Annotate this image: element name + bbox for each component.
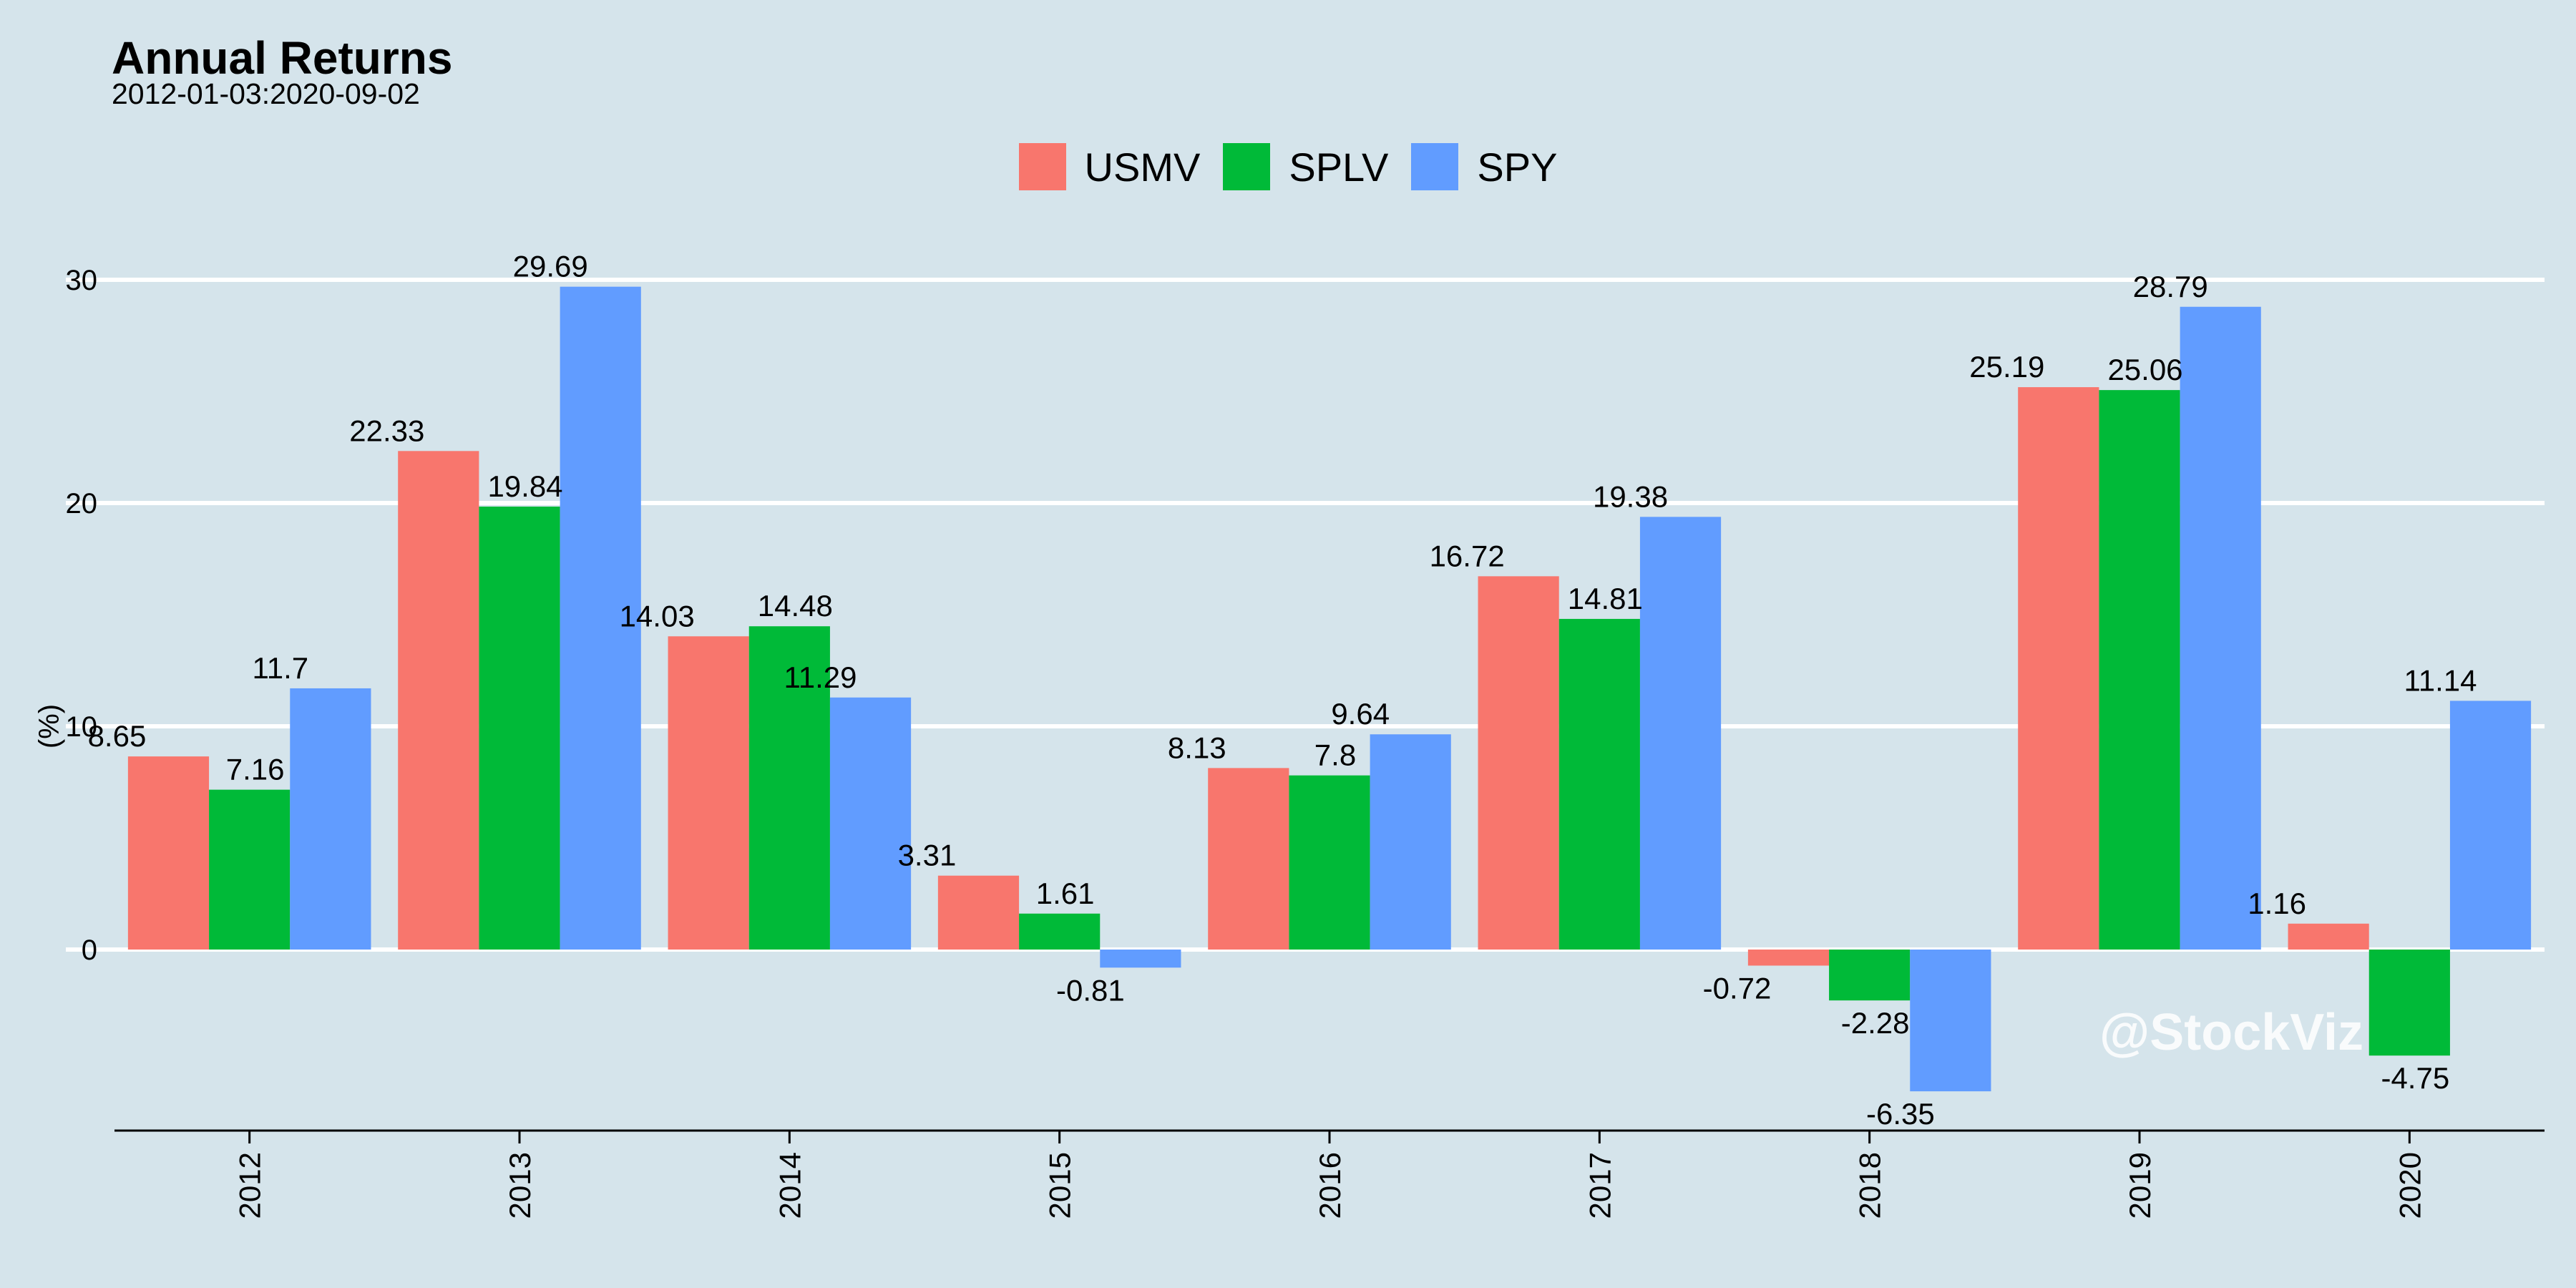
chart-title: Annual Returns <box>112 32 453 84</box>
x-tick-label-2013: 2013 <box>503 1152 537 1219</box>
bar-usmv-2016 <box>1208 768 1289 950</box>
data-label-spy-2016: 9.64 <box>1331 697 1390 731</box>
data-label-usmv-2015: 3.31 <box>898 839 957 872</box>
bar-spy-2017 <box>1639 517 1722 950</box>
data-label-usmv-2017: 16.72 <box>1430 539 1505 572</box>
data-label-spy-2018: -6.35 <box>1866 1097 1935 1131</box>
legend-swatch-spy <box>1411 143 1459 190</box>
data-label-spy-2013: 29.69 <box>513 250 588 283</box>
legend-item-spy: SPY <box>1411 143 1557 190</box>
bar-spy-2015 <box>1100 950 1181 968</box>
bar-spy-2019 <box>2180 306 2261 950</box>
x-tick-label-2015: 2015 <box>1043 1152 1077 1219</box>
data-label-usmv-2016: 8.13 <box>1168 731 1226 764</box>
bar-usmv-2015 <box>937 875 1020 950</box>
bar-spy-2013 <box>560 286 641 950</box>
data-label-splv-2015: 1.61 <box>1036 877 1095 910</box>
bar-usmv-2018 <box>1747 950 1830 966</box>
bar-spy-2018 <box>1910 950 1991 1092</box>
bar-splv-2016 <box>1289 775 1370 950</box>
bar-splv-2012 <box>209 789 291 950</box>
bar-spy-2012 <box>290 688 371 950</box>
bar-usmv-2014 <box>668 636 749 950</box>
data-label-splv-2014: 14.48 <box>758 589 833 623</box>
chart-subtitle: 2012-01-03:2020-09-02 <box>112 77 420 110</box>
bar-splv-2015 <box>1019 913 1101 950</box>
legend: USMV SPLV SPY <box>0 143 2576 190</box>
bar-splv-2018 <box>1829 950 1911 1001</box>
bar-splv-2019 <box>2099 390 2180 950</box>
bar-usmv-2012 <box>127 756 210 950</box>
bar-spy-2020 <box>2449 701 2532 950</box>
data-label-spy-2020: 11.14 <box>2404 663 2477 697</box>
x-tick-label-2017: 2017 <box>1583 1152 1616 1219</box>
data-label-spy-2014: 11.29 <box>784 660 857 694</box>
y-tick-label-0: 0 <box>82 935 97 966</box>
bar-usmv-2020 <box>2288 923 2369 950</box>
data-label-spy-2015: -0.81 <box>1056 973 1125 1007</box>
data-label-splv-2013: 19.84 <box>487 469 562 503</box>
y-tick-label-10: 10 <box>66 711 98 743</box>
data-label-splv-2019: 25.06 <box>2107 353 2182 386</box>
bar-splv-2013 <box>479 506 560 950</box>
data-label-usmv-2020: 1.16 <box>2248 887 2306 920</box>
bar-spy-2016 <box>1370 734 1451 950</box>
x-tick-label-2020: 2020 <box>2393 1152 2426 1219</box>
bar-splv-2014 <box>748 626 830 950</box>
data-label-usmv-2018: -0.72 <box>1703 971 1772 1005</box>
data-label-usmv-2014: 14.03 <box>620 599 695 633</box>
data-label-usmv-2012: 8.65 <box>88 719 147 753</box>
data-label-splv-2020: -4.75 <box>2381 1061 2449 1095</box>
y-tick-label-30: 30 <box>66 265 98 296</box>
legend-label-usmv: USMV <box>1084 144 1201 190</box>
x-tick-label-2014: 2014 <box>773 1152 806 1219</box>
x-tick-label-2018: 2018 <box>1853 1152 1887 1219</box>
x-tick-label-2016: 2016 <box>1313 1152 1347 1219</box>
data-label-splv-2012: 7.16 <box>226 753 285 786</box>
data-label-usmv-2013: 22.33 <box>349 414 424 447</box>
data-label-spy-2019: 28.79 <box>2133 270 2208 303</box>
bar-splv-2020 <box>2368 950 2450 1056</box>
data-label-spy-2017: 19.38 <box>1593 479 1668 513</box>
data-label-usmv-2019: 25.19 <box>1969 350 2044 384</box>
x-tick-label-2012: 2012 <box>233 1152 267 1219</box>
bar-spy-2014 <box>829 697 912 950</box>
watermark: @StockViz <box>2099 1004 2363 1061</box>
bar-usmv-2019 <box>2018 387 2099 950</box>
bar-usmv-2013 <box>398 451 479 950</box>
legend-label-spy: SPY <box>1477 144 1558 190</box>
legend-item-usmv: USMV <box>1018 143 1201 190</box>
y-tick-label-20: 20 <box>66 488 98 519</box>
bar-splv-2017 <box>1558 618 1640 950</box>
y-axis-label: (%) <box>34 704 65 748</box>
x-tick-label-2019: 2019 <box>2123 1152 2157 1219</box>
bar-usmv-2017 <box>1478 576 1559 950</box>
legend-swatch-usmv <box>1018 143 1066 190</box>
data-label-splv-2018: -2.28 <box>1841 1006 1910 1040</box>
legend-label-splv: SPLV <box>1289 144 1389 190</box>
data-label-spy-2012: 11.7 <box>253 651 309 685</box>
data-label-splv-2016: 7.8 <box>1314 738 1356 772</box>
legend-item-splv: SPLV <box>1223 143 1388 190</box>
data-label-splv-2017: 14.81 <box>1568 582 1643 615</box>
legend-swatch-splv <box>1223 143 1271 190</box>
